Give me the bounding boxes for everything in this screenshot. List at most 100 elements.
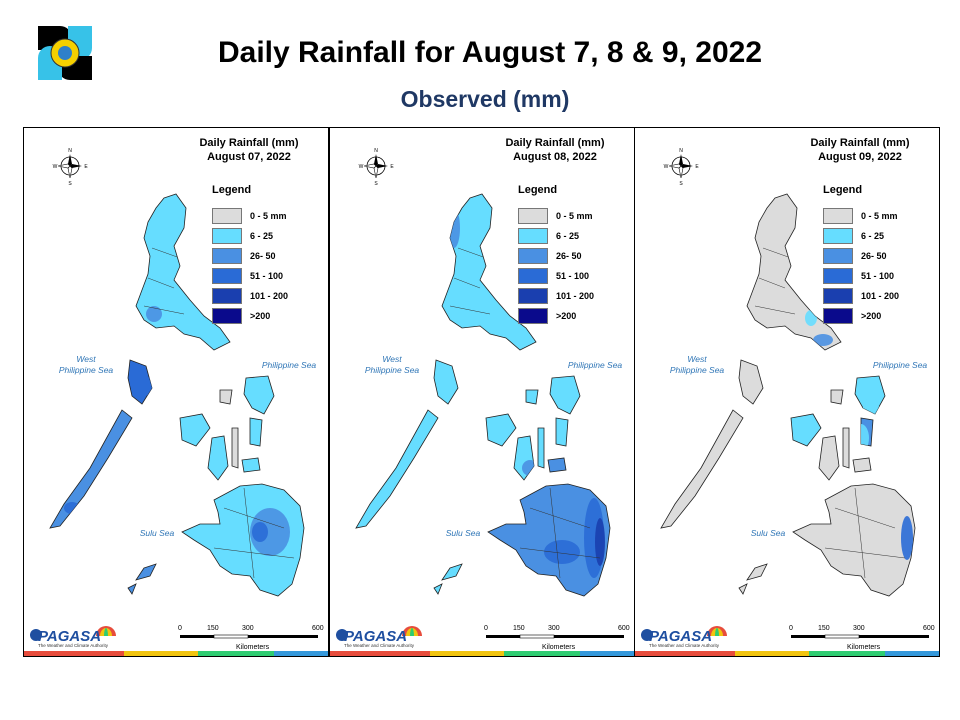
svg-text:E: E [390,164,394,170]
rainfall-zone [813,334,833,346]
province-boundary [754,305,796,315]
map-title: Daily Rainfall (mm) August 07, 2022 [174,136,324,164]
legend-swatch [518,308,548,324]
footer-color-segment [24,651,124,656]
legend-label: 0 - 5 mm [861,211,898,221]
map-date: August 09, 2022 [818,151,902,163]
legend-label: 0 - 5 mm [556,211,593,221]
legend-item: 51 - 100 [518,266,628,286]
legend-label: 6 - 25 [556,231,580,241]
svg-text:N: N [68,148,72,154]
rainfall-zone [853,424,869,452]
scale-bar: 0 150 300 600 Kilometers [789,625,935,651]
sulu-sea-label: Sulu Sea [750,528,786,538]
philippine-sea-label: Philippine Sea [567,360,623,370]
province-boundary [453,277,481,289]
rainfall-zone [252,522,268,542]
island-bohol [852,457,872,473]
legend-swatch [212,288,242,304]
legend-swatch [823,288,853,304]
footer-color-segment [580,651,634,656]
svg-text:N: N [374,148,378,154]
legend-item: 6 - 25 [212,226,322,246]
legend-label: 26- 50 [250,251,276,261]
legend-label: >200 [861,311,882,321]
legend-swatch [518,228,548,244]
legend-swatch [212,308,242,324]
island-palawan [49,409,133,529]
province-boundary [758,277,786,289]
svg-text:N: N [679,148,683,154]
svg-text:S: S [374,181,378,186]
rainfall-zone [544,540,580,564]
sulu-sea-label: Sulu Sea [139,528,175,538]
philippines-rainfall-map [660,193,916,597]
philippine-sea-label: Philippine Sea [872,360,928,370]
legend-label: >200 [250,311,271,321]
legend-title: Legend [823,184,863,196]
island-luzon [746,193,842,351]
island-sulu [738,563,768,595]
legend-label: >200 [556,311,577,321]
legend-swatch [212,268,242,284]
legend-label: 26- 50 [861,251,887,261]
dost-logo-icon [32,20,98,86]
legend-swatch [823,228,853,244]
pagasa-logo: PAGASA The Weather and Climate Authority [334,622,424,648]
map-date: August 08, 2022 [513,151,597,163]
island-sulu [127,563,157,595]
island-negros [818,435,840,481]
map-legend: Legend 0 - 5 mm 6 - 25 26- 50 51 - 100 101 -… [823,184,933,326]
island-negros [513,435,535,481]
rainfall-map-panel-3: Daily Rainfall (mm) August 09, 2022 N S … [634,127,940,657]
island-leyte [555,417,569,447]
legend-item: 101 - 200 [823,286,933,306]
legend-item: 0 - 5 mm [823,206,933,226]
legend-label: 51 - 100 [250,271,284,281]
footer-color-bar [24,651,328,656]
legend-label: 0 - 5 mm [250,211,287,221]
scale-bar: 0 150 300 600 Kilometers [484,625,630,651]
svg-text:E: E [84,164,88,170]
legend-swatch [212,248,242,264]
legend-swatch [212,208,242,224]
island-palawan [660,409,744,529]
island-bohol [241,457,261,473]
island-masbate [830,389,844,405]
island-cebu [537,427,545,469]
footer-color-segment [809,651,885,656]
island-mindoro [738,359,764,405]
map-title: Daily Rainfall (mm) August 09, 2022 [785,136,935,164]
footer-color-segment [885,651,939,656]
sulu-sea-label: Sulu Sea [445,528,481,538]
rainfall-zone [522,460,538,476]
legend-title: Legend [518,184,558,196]
footer-color-segment [274,651,328,656]
legend-swatch [823,268,853,284]
legend-item: >200 [518,306,628,326]
legend-item: 0 - 5 mm [518,206,628,226]
legend-item: 51 - 100 [823,266,933,286]
scale-bar: 0 150 300 600 Kilometers [178,625,324,651]
legend-item: 6 - 25 [823,226,933,246]
legend-swatch [518,288,548,304]
map-title-line1: Daily Rainfall (mm) [810,137,910,149]
compass-rose-icon: N S W E [53,148,88,186]
island-negros [207,435,229,481]
island-luzon [441,193,537,351]
rainfall-zone [64,502,80,514]
legend-label: 101 - 200 [556,291,595,301]
island-panay [179,413,211,447]
rainfall-map-panel-2: Daily Rainfall (mm) August 08, 2022 N S … [329,127,635,657]
island-samar [243,375,275,415]
island-mindoro [127,359,153,405]
island-cebu [231,427,239,469]
province-boundary [147,277,175,289]
island-panay [790,413,822,447]
island-masbate [219,389,233,405]
province-boundary [519,547,601,559]
svg-text:W: W [359,164,364,170]
compass-rose-icon: N S W E [664,148,699,186]
svg-text:W: W [664,164,669,170]
province-boundary [854,487,866,579]
